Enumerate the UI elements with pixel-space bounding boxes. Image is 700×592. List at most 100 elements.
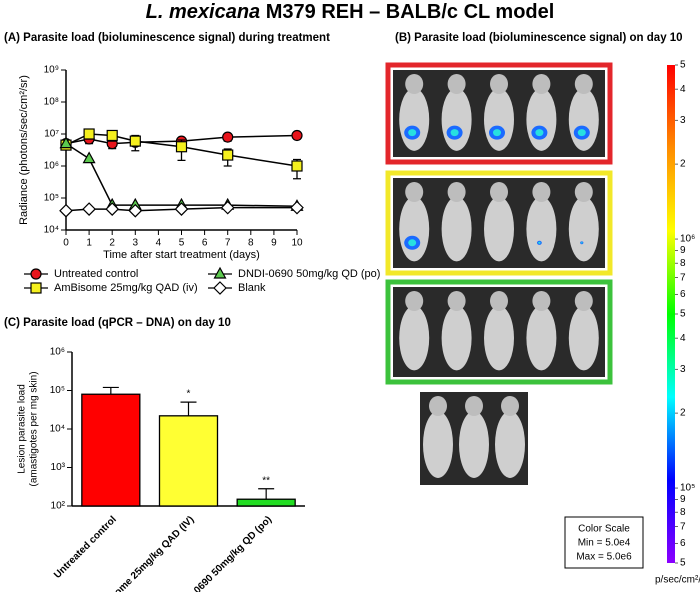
y-tick-label: 10⁷: [44, 129, 59, 140]
mouse-head: [532, 291, 551, 311]
colorbar-tick-label: 3: [680, 364, 686, 375]
scale-box-text: Min = 5.0e4: [578, 538, 631, 549]
mouse: [484, 88, 514, 151]
mouse: [399, 305, 430, 371]
significance: *: [187, 389, 191, 400]
title-rest: M379 REH – BALB/c CL model: [266, 1, 555, 23]
colorbar-tick-label: 2: [680, 159, 686, 170]
figure-title: L. mexicana M379 REH – BALB/c CL model: [146, 1, 555, 23]
mouse: [484, 305, 514, 371]
x-tick-label: 5: [179, 238, 185, 249]
y-tick-label: 10²: [51, 501, 66, 512]
marker: [174, 202, 189, 216]
error-bar: [102, 386, 119, 395]
x-axis-label: Time after start treatment (days): [103, 249, 260, 261]
x-tick-label: 10: [291, 238, 303, 249]
mouse: [441, 305, 472, 371]
mouse-head: [574, 291, 593, 311]
scale-box-text: Max = 5.0e6: [576, 552, 632, 563]
y-axis-label: Lesion parasite load: [17, 384, 28, 474]
y-tick-label: 10⁵: [50, 385, 65, 396]
colorbar-tick-label: 10⁶: [680, 234, 695, 245]
signal-core: [408, 129, 417, 137]
colorbar-tick-label: 6: [680, 289, 686, 300]
x-tick-label: 9: [271, 238, 277, 249]
colorbar-tick-label: 5: [680, 558, 686, 569]
marker: [83, 128, 95, 140]
mouse-head: [405, 291, 424, 311]
mouse: [526, 305, 557, 371]
mouse-head: [429, 396, 447, 416]
mouse: [526, 196, 557, 262]
colorbar-tick-label: 5: [680, 60, 686, 71]
signal-core: [493, 129, 501, 137]
error-bar: [180, 401, 197, 416]
marker: [290, 200, 304, 215]
mouse: [568, 305, 599, 371]
legend-marker: [213, 266, 227, 279]
colorbar-tick-label: 8: [680, 258, 686, 269]
marker: [59, 136, 73, 149]
y-axis-label: (amastigotes per mg skin): [29, 371, 40, 486]
mouse-head: [574, 74, 593, 94]
colorbar-tick-label: 2: [680, 408, 686, 419]
marker: [222, 131, 234, 143]
signal-core: [581, 242, 583, 244]
mouse-head: [405, 74, 424, 94]
colorbar-tick-label: 9: [680, 245, 686, 256]
colorbar-tick-label: 10⁵: [680, 483, 695, 494]
colorbar-tick-label: 7: [680, 272, 686, 283]
marker: [129, 135, 141, 147]
y-axis-label: Radiance (photons/sec/cm²/sr): [18, 75, 30, 225]
y-tick-label: 10³: [51, 462, 66, 473]
mouse: [526, 88, 557, 151]
panel-title: (C) Parasite load (qPCR – DNA) on day 10: [4, 317, 231, 329]
title-species: L. mexicana: [146, 1, 261, 23]
colorbar-tick-label: 4: [680, 333, 686, 344]
marker: [82, 202, 96, 216]
y-tick-label: 10⁵: [44, 193, 59, 204]
legend-item: AmBisome 25mg/kg QAD (iv): [24, 282, 198, 294]
marker: [222, 149, 234, 161]
marker: [220, 200, 235, 215]
x-tick-label: Untreated control: [52, 514, 119, 581]
x-tick-label: 4: [156, 238, 162, 249]
mouse-head: [574, 182, 593, 202]
colorbar: [667, 65, 675, 563]
legend-marker: [30, 268, 42, 280]
y-tick-label: 10⁴: [50, 424, 65, 435]
mouse-head: [490, 74, 508, 94]
bar: [236, 498, 296, 507]
panel-title: (B) Parasite load (bioluminescence signa…: [395, 32, 683, 44]
mouse: [484, 196, 514, 262]
mouse: [495, 411, 525, 478]
legend-marker: [30, 282, 42, 294]
mouse-head: [447, 74, 466, 94]
marker: [82, 151, 96, 164]
mouse: [441, 88, 472, 151]
x-tick-label: 3: [133, 238, 139, 249]
mouse-head: [532, 182, 551, 202]
marker: [105, 202, 120, 216]
marker: [291, 129, 303, 142]
colorbar-tick-label: 6: [680, 538, 686, 549]
y-tick-label: 10⁹: [44, 65, 59, 76]
mouse-head: [465, 396, 483, 416]
x-tick-label: 7: [225, 238, 231, 249]
colorbar-tick-label: 9: [680, 494, 686, 505]
marker: [175, 141, 188, 153]
x-tick-label: 2: [109, 238, 115, 249]
marker: [59, 203, 73, 218]
legend-label: Untreated control: [54, 268, 138, 280]
y-tick-label: 10⁸: [44, 97, 59, 108]
error-bar: [258, 488, 275, 500]
colorbar-tick-label: 8: [680, 507, 686, 518]
signal-core: [538, 241, 541, 244]
marker: [128, 203, 143, 218]
mouse: [441, 196, 472, 262]
scale-box: [564, 516, 644, 569]
mouse: [568, 196, 599, 262]
mouse: [568, 88, 599, 151]
x-tick-label: 6: [202, 238, 208, 249]
signal-core: [535, 129, 544, 137]
